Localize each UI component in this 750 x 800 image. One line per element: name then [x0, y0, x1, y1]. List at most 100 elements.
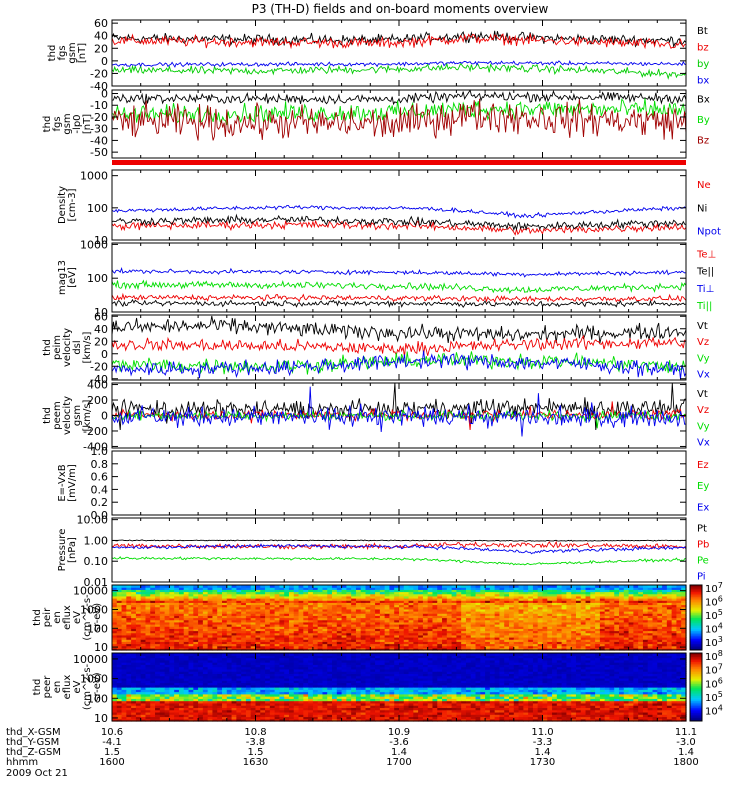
spectrogram-cell [241, 643, 247, 647]
spectrogram-cell [461, 621, 467, 625]
spectrogram-cell [590, 604, 596, 608]
spectrogram-cell [575, 593, 582, 597]
spectrogram-cell [652, 600, 658, 603]
spectrogram-cell [619, 634, 625, 638]
spectrogram-cell [394, 608, 400, 612]
spectrogram-cell [293, 643, 300, 647]
spectrogram-cell [222, 666, 228, 670]
spectrogram-cell [126, 585, 132, 588]
spectrogram-cell [609, 589, 615, 593]
spectrogram-cell [293, 611, 300, 614]
spectrogram-cell [647, 595, 654, 599]
spectrogram-cell [394, 630, 400, 634]
spectrogram-cell [619, 591, 625, 595]
spectrogram-cell [671, 589, 678, 593]
spectrogram-cell [432, 600, 438, 603]
spectrogram-cell [528, 593, 534, 597]
spectrogram-cell [112, 687, 118, 690]
spectrogram-cell [657, 624, 663, 627]
spectrogram-cell [126, 619, 132, 623]
spectrogram-cell [279, 626, 285, 629]
spectrogram-cell [284, 587, 290, 590]
spectrogram-cell [556, 647, 563, 651]
spectrogram-cell [312, 600, 319, 603]
spectrogram-cell [164, 621, 170, 625]
spectrogram-cell [212, 707, 218, 711]
spectrogram-cell [341, 593, 347, 597]
spectrogram-cell [489, 630, 496, 634]
spectrogram-cell [489, 637, 496, 640]
spectrogram-cell [599, 630, 606, 634]
spectrogram-cell [260, 630, 266, 634]
spectrogram-cell [183, 657, 190, 661]
spectrogram-cell [183, 587, 190, 590]
spectrogram-cell [155, 613, 161, 616]
spectrogram-cell [590, 613, 596, 616]
spectrogram-cell [465, 600, 472, 603]
spectrogram-cell [523, 593, 529, 597]
spectrogram-cell [298, 608, 304, 612]
spectrogram-cell [432, 634, 438, 638]
spectrogram-cell [542, 600, 548, 603]
spectrogram-cell [595, 587, 601, 590]
spectrogram-cell [619, 630, 625, 634]
y-tick-label: 1.00 [84, 534, 109, 547]
spectrogram-cell [140, 628, 147, 632]
spectrogram-cell [647, 587, 654, 590]
spectrogram-cell [413, 615, 419, 619]
spectrogram-cell [422, 639, 429, 642]
spectrogram-cell [135, 587, 142, 590]
spectrogram-cell [341, 606, 347, 610]
spectrogram-cell [475, 600, 481, 603]
spectrogram-cell [671, 634, 678, 638]
spectrogram-cell [480, 628, 486, 632]
spectrogram-cell [112, 680, 118, 684]
spectrogram-cell [599, 591, 606, 595]
spectrogram-cell [599, 634, 606, 638]
spectrogram-cell [164, 602, 170, 606]
spectrogram-cell [465, 611, 472, 614]
spectrogram-cell [140, 664, 147, 668]
spectrogram-cell [499, 641, 505, 645]
spectrogram-cell [145, 617, 151, 621]
spectrogram-cell [446, 645, 453, 649]
spectrogram-cell [112, 668, 118, 672]
spectrogram-cell [312, 637, 319, 640]
spectrogram-cell [494, 591, 501, 595]
spectrogram-cell [671, 643, 678, 647]
spectrogram-cell [647, 602, 654, 606]
spectrogram-cell [590, 628, 596, 632]
spectrogram-cell [308, 613, 314, 616]
spectrogram-cell [145, 659, 151, 663]
spectrogram-cell [662, 637, 668, 640]
spectrogram-cell [298, 611, 304, 614]
spectrogram-cell [222, 693, 228, 697]
spectrogram-cell [255, 632, 261, 636]
spectrogram-cell [265, 639, 271, 642]
spectrogram-cell [269, 595, 276, 599]
spectrogram-cell [260, 641, 266, 645]
spectrogram-cell [284, 617, 290, 621]
spectrogram-cell [255, 600, 261, 603]
spectrogram-cell [284, 619, 290, 623]
spectrogram-cell [159, 684, 166, 688]
spectrogram-cell [131, 608, 137, 612]
spectrogram-cell [552, 626, 558, 629]
spectrogram-cell [604, 602, 611, 606]
spectrogram-cell [155, 662, 161, 665]
spectrogram-cell [178, 585, 185, 588]
spectrogram-cell [155, 709, 161, 713]
spectrogram-cell [212, 598, 218, 601]
colorbar-swatch [690, 646, 702, 649]
spectrogram-cell [599, 587, 606, 590]
spectrogram-cell [422, 604, 429, 608]
spectrogram-cell [112, 691, 118, 695]
spectrogram-cell [681, 608, 687, 612]
spectrogram-cell [155, 641, 161, 645]
spectrogram-cell [126, 621, 132, 625]
spectrogram-cell [131, 593, 137, 597]
spectrogram-cell [575, 624, 582, 627]
spectrogram-cell [341, 608, 347, 612]
spectrogram-cell [408, 593, 414, 597]
spectrogram-cell [231, 632, 237, 636]
